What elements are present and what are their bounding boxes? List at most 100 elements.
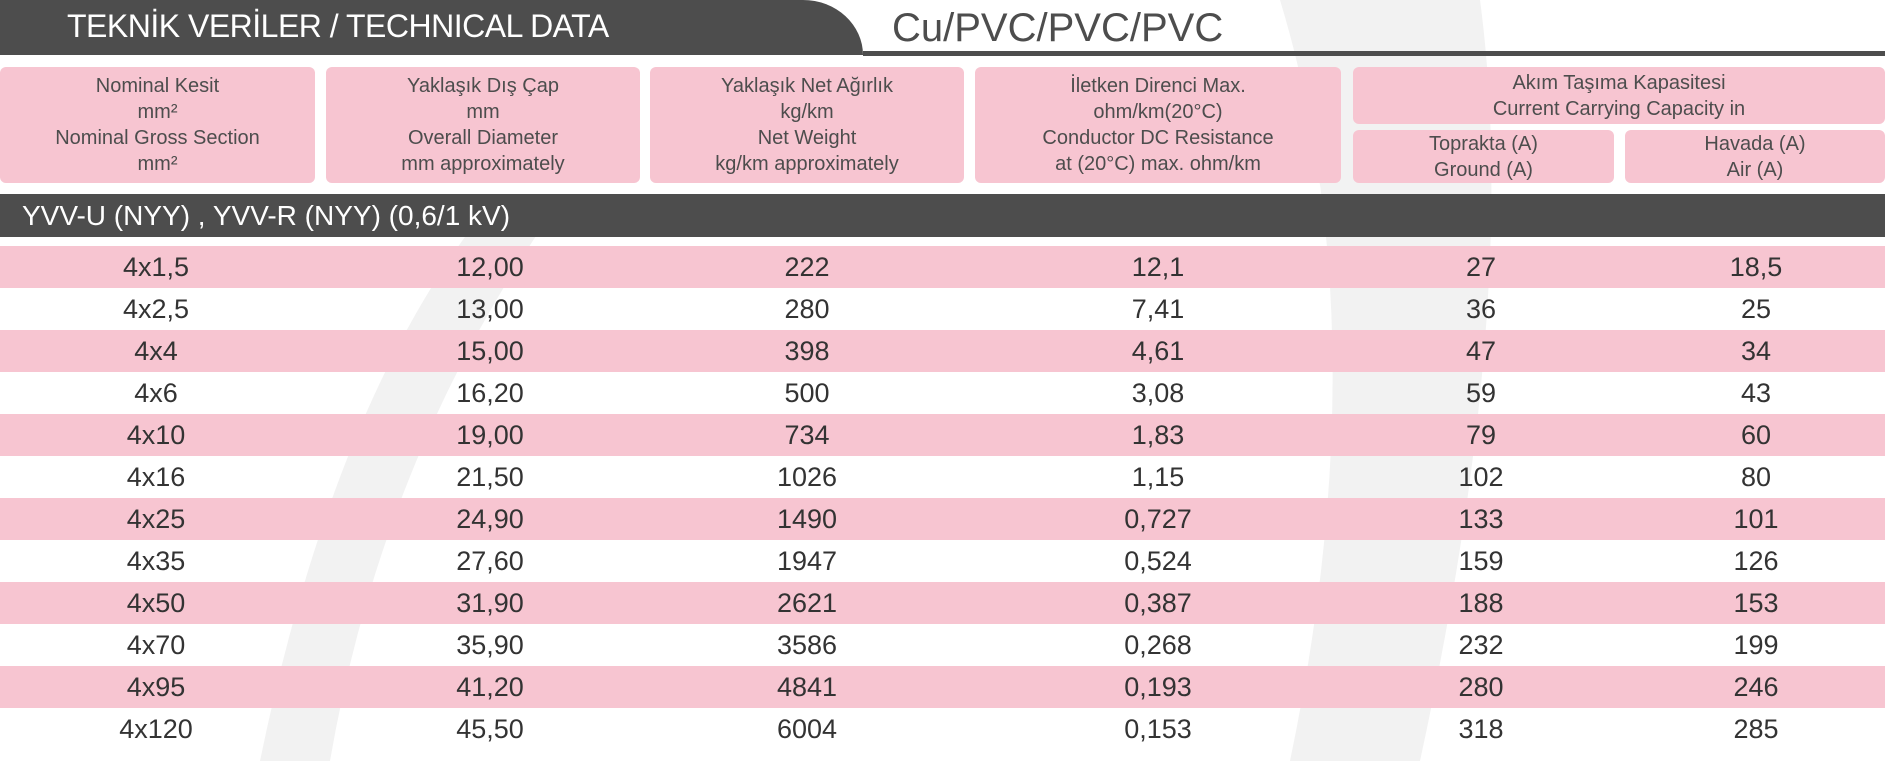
table-cell: 153 — [1733, 588, 1779, 618]
table-cell: 13,00 — [456, 294, 524, 324]
table-cell: 1490 — [776, 504, 838, 534]
table-cell: 4x70 — [126, 630, 186, 660]
sub-header-cell: Toprakta (A) Ground (A) — [1353, 130, 1614, 183]
table-cell: 3,08 — [1131, 378, 1185, 408]
table-cell: 0,387 — [1124, 588, 1192, 618]
header-text: Yaklaşık Net Ağırlık — [721, 75, 893, 97]
table-cell: 41,20 — [456, 672, 524, 702]
table-cell: 4x16 — [126, 462, 186, 492]
header-text: Havada (A) — [1704, 132, 1806, 155]
table-cell: 15,00 — [456, 336, 524, 366]
table-cell: 21,50 — [456, 462, 524, 492]
table-cell: 280 — [1458, 672, 1504, 702]
table-row — [0, 582, 1885, 624]
table-cell: 4x95 — [126, 672, 186, 702]
table-cell: 199 — [1733, 630, 1779, 660]
table-cell: 36 — [1465, 294, 1497, 324]
table-cell: 0,268 — [1124, 630, 1192, 660]
table-row — [0, 666, 1885, 708]
table-cell: 31,90 — [456, 588, 524, 618]
header-text: Net Weight — [757, 127, 857, 149]
table-cell: 43 — [1740, 378, 1772, 408]
header-text: kg/km approximately — [715, 153, 899, 175]
header-text: Current Carrying Capacity in — [1492, 97, 1746, 120]
table-cell: 60 — [1740, 420, 1772, 450]
table-row — [0, 540, 1885, 582]
table-cell: 4,61 — [1131, 336, 1185, 366]
table-cell: 246 — [1733, 672, 1779, 702]
header-cell: İletken Direnci Max. ohm/km(20°C) Conducto… — [975, 67, 1341, 183]
table-cell: 4x10 — [126, 420, 186, 450]
table-row — [0, 708, 1885, 750]
table-cell: 222 — [784, 252, 830, 282]
table-cell: 25 — [1740, 294, 1772, 324]
table-cell: 0,727 — [1124, 504, 1192, 534]
table-cell: 3586 — [776, 630, 838, 660]
table-cell: 188 — [1458, 588, 1504, 618]
table-cell: 12,00 — [456, 252, 524, 282]
header-text: Nominal Gross Section — [55, 127, 260, 149]
table-cell: 16,20 — [456, 378, 524, 408]
section-bar: YVV-U (NYY) , YVV-R (NYY) (0,6/1 kV) — [0, 194, 1885, 237]
table-cell: 398 — [784, 336, 830, 366]
header-text: Overall Diameter — [407, 127, 559, 149]
table-cell: 45,50 — [456, 714, 524, 744]
header-text: mm approximately — [401, 153, 565, 175]
table-cell: 4x50 — [126, 588, 186, 618]
table-cell: 47 — [1465, 336, 1497, 366]
table-cell: 280 — [784, 294, 830, 324]
table-cell: 27,60 — [456, 546, 524, 576]
table-cell: 101 — [1733, 504, 1779, 534]
table-cell: 285 — [1733, 714, 1779, 744]
table-cell: 159 — [1458, 546, 1504, 576]
table-cell: 4841 — [776, 672, 838, 702]
table-cell: 1947 — [776, 546, 838, 576]
table-row — [0, 498, 1885, 540]
table-cell: 500 — [784, 378, 830, 408]
header-text: kg/km — [780, 101, 834, 123]
header-text: Toprakta (A) — [1429, 132, 1538, 155]
header-text: Ground (A) — [1434, 158, 1533, 181]
header-rule — [863, 51, 1885, 56]
table-cell: 318 — [1458, 714, 1504, 744]
table-cell: 102 — [1458, 462, 1504, 492]
header-text: mm² — [137, 153, 178, 175]
table-cell: 80 — [1740, 462, 1772, 492]
table-cell: 734 — [784, 420, 830, 450]
header-text: Akım Taşıma Kapasitesi — [1512, 71, 1726, 94]
header-cell: Yaklaşık Dış Çap mm Overall Diameter mm app… — [326, 67, 640, 183]
table-row — [0, 330, 1885, 372]
table-cell: 2621 — [776, 588, 838, 618]
table-cell: 79 — [1465, 420, 1497, 450]
material-title: Cu/PVC/PVC/PVC — [892, 6, 1224, 50]
table-cell: 19,00 — [456, 420, 524, 450]
header-text: İletken Direnci Max. — [1070, 75, 1246, 97]
table-cell: 232 — [1458, 630, 1504, 660]
table-cell: 0,524 — [1124, 546, 1192, 576]
header-cell: Nominal Kesit mm² Nominal Gross Section mm² — [0, 67, 315, 183]
header-text: Conductor DC Resistance — [1042, 127, 1274, 149]
header-text: Nominal Kesit — [95, 75, 220, 97]
table-cell: 4x120 — [119, 714, 193, 744]
header-tab — [0, 0, 863, 55]
table-cell: 133 — [1458, 504, 1504, 534]
table-cell: 4x35 — [126, 546, 186, 576]
header-text: Air (A) — [1726, 158, 1784, 181]
table-row — [0, 288, 1885, 330]
table-cell: 4x1,5 — [122, 252, 190, 282]
table-cell: 0,153 — [1124, 714, 1192, 744]
table-cell: 1,83 — [1131, 420, 1185, 450]
group-header: Akım Taşıma Kapasitesi Current Carrying C… — [1353, 67, 1885, 124]
table-row — [0, 456, 1885, 498]
header-text: at (20°C) max. ohm/km — [1055, 153, 1261, 175]
table-cell: 1026 — [776, 462, 838, 492]
header-text: mm² — [137, 101, 178, 123]
table-row — [0, 372, 1885, 414]
table-row — [0, 246, 1885, 288]
table-cell: 35,90 — [456, 630, 524, 660]
sub-header-cell: Havada (A) Air (A) — [1625, 130, 1885, 183]
header-text: ohm/km(20°C) — [1093, 101, 1223, 123]
table-row — [0, 414, 1885, 456]
table-cell: 126 — [1733, 546, 1779, 576]
